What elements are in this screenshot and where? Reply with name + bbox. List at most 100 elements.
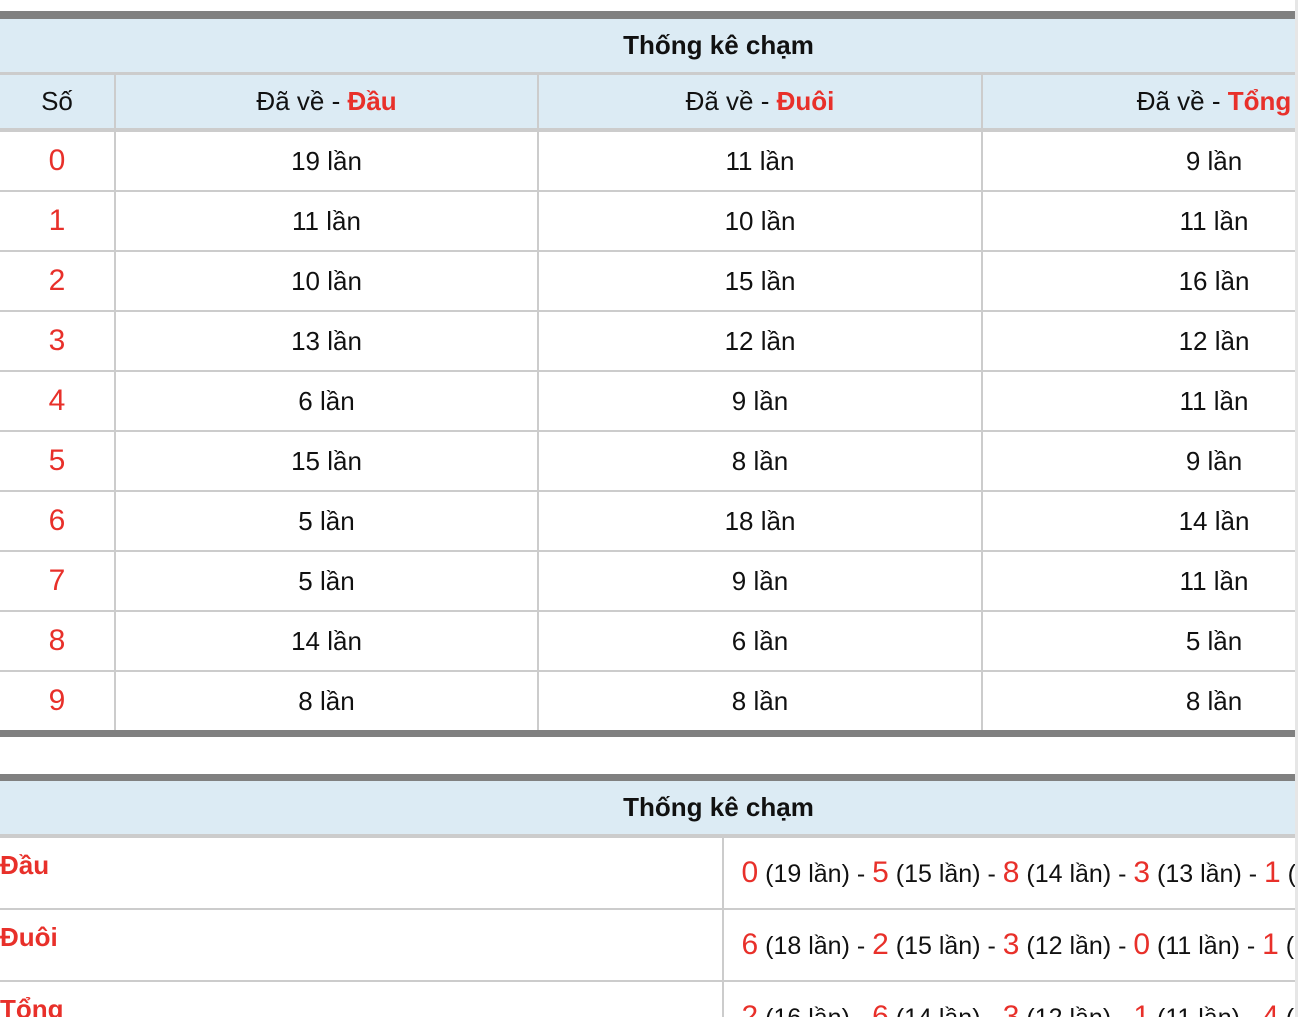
cell-dau: 5 lần bbox=[114, 490, 538, 551]
cell-duoi: 11 lần bbox=[537, 130, 982, 191]
separator: - bbox=[1111, 1004, 1133, 1017]
cell-dau: 15 lần bbox=[114, 430, 538, 491]
count: (14 lần) bbox=[896, 1004, 981, 1017]
separator: - bbox=[1111, 932, 1134, 960]
cell-tong: 11 lần bbox=[980, 370, 1295, 431]
cell-tong: 9 lần bbox=[980, 130, 1295, 191]
table-row: 0 19 lần 11 lần 9 lần bbox=[0, 130, 1295, 191]
cell-so: 2 bbox=[0, 250, 115, 311]
table-row: 5 15 lần 8 lần 9 lần bbox=[0, 430, 1295, 491]
count: (15 lần) bbox=[895, 932, 981, 960]
number: 1 bbox=[1133, 1000, 1151, 1017]
cell-dau: 11 lần bbox=[114, 190, 538, 251]
cell-dau: 19 lần bbox=[114, 130, 538, 191]
stats-table-by-position: Thống kê chạm Số Đã về - Đầu Đã về - Đuô… bbox=[0, 11, 1295, 737]
cell-so: 7 bbox=[0, 550, 115, 611]
count: (12 lần) bbox=[1026, 1004, 1111, 1017]
number: 5 bbox=[872, 856, 889, 889]
cell-so: 6 bbox=[0, 490, 115, 551]
count: (14 lần) bbox=[1026, 860, 1112, 888]
count: (10 lần) bbox=[1285, 932, 1295, 960]
ranked-list: 6 (18 lần) - 2 (15 lần) - 3 (12 lần) - 0… bbox=[722, 908, 1295, 981]
cell-duoi: 15 lần bbox=[537, 250, 982, 311]
table-row: 8 14 lần 6 lần 5 lần bbox=[0, 610, 1295, 671]
cell-so: 4 bbox=[0, 370, 115, 431]
count: (11 lần) bbox=[1286, 1004, 1295, 1017]
table-row: 3 13 lần 12 lần 12 lần bbox=[0, 310, 1295, 371]
separator: - bbox=[981, 1004, 1003, 1017]
row-label: Đầu bbox=[0, 836, 724, 909]
cell-so: 0 bbox=[48, 144, 66, 177]
separator: - bbox=[1239, 932, 1263, 960]
scrollbar-edge bbox=[1295, 0, 1298, 1017]
count: (19 lần) bbox=[765, 860, 850, 888]
count: (11 lần) bbox=[1288, 860, 1295, 888]
cell-so: 1 bbox=[0, 190, 115, 251]
number: 4 bbox=[1262, 1000, 1279, 1017]
cell-so: 9 bbox=[0, 670, 115, 734]
col-header-duoi: Đã về - Đuôi bbox=[537, 73, 982, 132]
cell-tong: 11 lần bbox=[980, 550, 1295, 611]
table-row: 1 11 lần 10 lần 11 lần bbox=[0, 190, 1295, 251]
cell-tong: 5 lần bbox=[980, 610, 1295, 671]
table-row: Đuôi 6 (18 lần) - 2 (15 lần) - 3 (12 lần)… bbox=[0, 908, 1295, 981]
cell-so: 8 bbox=[0, 610, 115, 671]
count: (15 lần) bbox=[895, 860, 981, 888]
cell-duoi: 6 lần bbox=[537, 610, 982, 671]
number: 2 bbox=[741, 1000, 759, 1017]
number: 0 bbox=[1133, 928, 1151, 961]
separator: - bbox=[1241, 860, 1264, 888]
count: (11 lần) bbox=[1157, 932, 1240, 960]
table-title: Thống kê chạm bbox=[0, 15, 1295, 75]
separator: - bbox=[849, 932, 873, 960]
separator: - bbox=[1111, 860, 1134, 888]
table-title: Thống kê chạm bbox=[0, 777, 1295, 838]
cell-so: 5 bbox=[0, 430, 115, 491]
number: 0 bbox=[741, 856, 759, 889]
cell-tong: 8 lần bbox=[980, 670, 1295, 734]
cell-dau: 5 lần bbox=[114, 550, 538, 611]
number: 3 bbox=[1002, 1000, 1020, 1017]
cell-duoi: 9 lần bbox=[537, 550, 982, 611]
separator: - bbox=[1240, 1004, 1262, 1017]
count: (12 lần) bbox=[1026, 932, 1112, 960]
cell-duoi: 12 lần bbox=[537, 310, 982, 371]
cell-tong: 14 lần bbox=[980, 490, 1295, 551]
number: 1 bbox=[1264, 856, 1281, 889]
count: (18 lần) bbox=[765, 932, 850, 960]
cell-duoi: 10 lần bbox=[537, 190, 982, 251]
col-header-so: Số bbox=[0, 73, 115, 132]
cell-tong: 9 lần bbox=[980, 430, 1295, 491]
cell-dau: 6 lần bbox=[114, 370, 538, 431]
col-header-dau: Đã về - Đầu bbox=[114, 73, 538, 132]
cell-tong: 12 lần bbox=[980, 310, 1295, 371]
count: (13 lần) bbox=[1157, 860, 1242, 888]
separator: - bbox=[850, 1004, 872, 1017]
cell-duoi: 9 lần bbox=[537, 370, 982, 431]
separator: - bbox=[849, 860, 873, 888]
count: (11 lần) bbox=[1157, 1004, 1240, 1017]
ranked-list: 2 (16 lần) - 6 (14 lần) - 3 (12 lần) - 1… bbox=[722, 980, 1295, 1017]
number: 6 bbox=[872, 1000, 889, 1017]
table-row: Đầu 0 (19 lần) - 5 (15 lần) - 8 (14 lần) … bbox=[0, 836, 1295, 909]
number: 3 bbox=[1133, 856, 1151, 889]
cell-duoi: 8 lần bbox=[537, 670, 982, 734]
col-header-tong: Đã về - Tổng bbox=[980, 73, 1295, 132]
cell-so: 3 bbox=[0, 310, 115, 371]
ranked-list: 0 (19 lần) - 5 (15 lần) - 8 (14 lần) - 3… bbox=[723, 836, 1296, 909]
cell-tong: 11 lần bbox=[980, 190, 1295, 251]
cell-duoi: 18 lần bbox=[537, 490, 982, 551]
cell-dau: 13 lần bbox=[114, 310, 538, 371]
row-label: Đuôi bbox=[0, 908, 724, 981]
number: 6 bbox=[741, 928, 759, 961]
cell-duoi: 8 lần bbox=[537, 430, 982, 491]
row-label: Tổng bbox=[0, 980, 724, 1017]
separator: - bbox=[980, 860, 1003, 888]
number: 3 bbox=[1002, 928, 1020, 961]
table-row: 2 10 lần 15 lần 16 lần bbox=[0, 250, 1295, 311]
separator: - bbox=[980, 932, 1003, 960]
